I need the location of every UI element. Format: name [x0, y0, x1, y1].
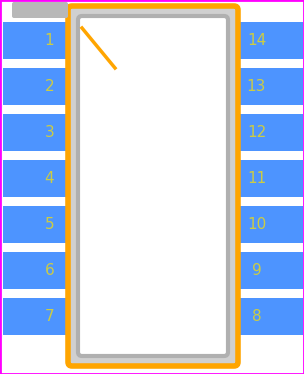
Bar [210, 22, 303, 59]
Bar [3, 68, 96, 105]
Text: 13: 13 [247, 79, 266, 94]
Bar [3, 252, 96, 289]
Text: 4: 4 [45, 171, 54, 186]
FancyBboxPatch shape [78, 16, 228, 356]
Bar [3, 298, 96, 335]
Bar [210, 160, 303, 197]
Text: 5: 5 [45, 217, 54, 232]
Text: 10: 10 [247, 217, 266, 232]
Text: 7: 7 [45, 309, 54, 324]
Text: 2: 2 [45, 79, 54, 94]
FancyBboxPatch shape [12, 2, 68, 18]
Bar [3, 206, 96, 243]
Bar [3, 22, 96, 59]
Bar [210, 252, 303, 289]
Text: 3: 3 [45, 125, 54, 140]
Bar [3, 114, 96, 151]
Bar [210, 114, 303, 151]
Bar [3, 160, 96, 197]
Text: 12: 12 [247, 125, 266, 140]
Text: 6: 6 [45, 263, 54, 278]
Text: 8: 8 [252, 309, 261, 324]
Text: 9: 9 [252, 263, 261, 278]
Bar [210, 298, 303, 335]
Bar [210, 206, 303, 243]
Text: 11: 11 [247, 171, 266, 186]
FancyBboxPatch shape [68, 6, 238, 366]
Text: 1: 1 [45, 33, 54, 48]
Text: 14: 14 [247, 33, 266, 48]
Bar [210, 68, 303, 105]
